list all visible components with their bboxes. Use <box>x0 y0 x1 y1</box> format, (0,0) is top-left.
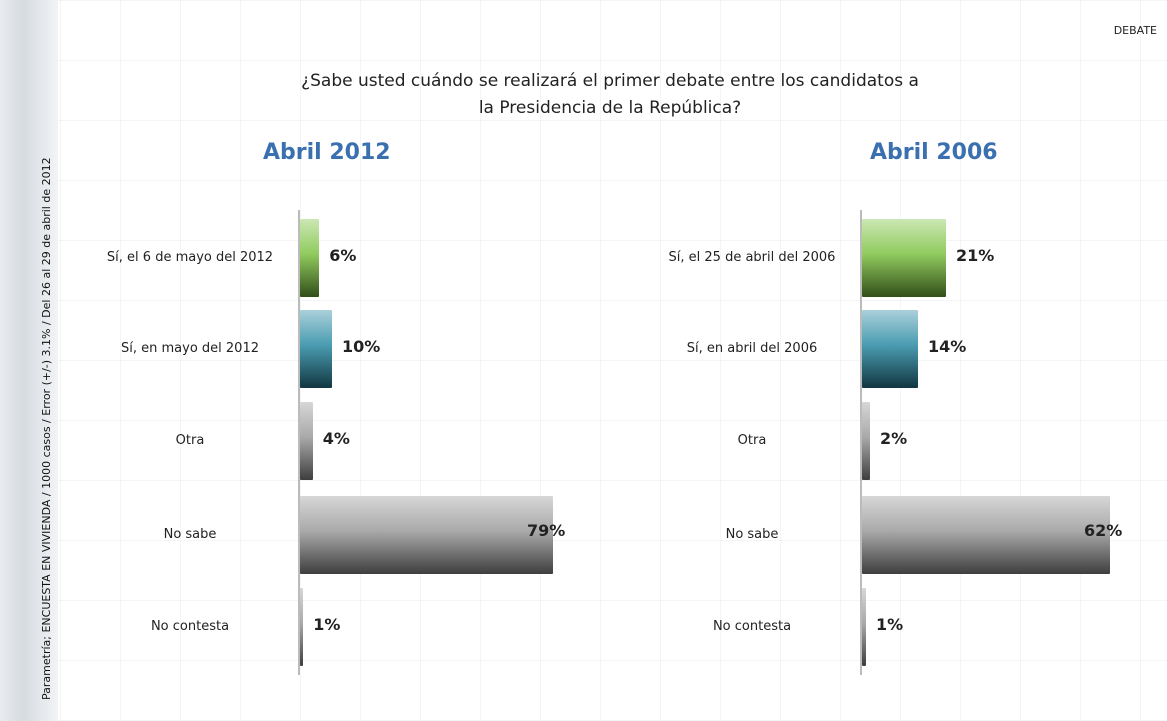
bar <box>862 219 946 297</box>
source-note: Parametría; ENCUESTA EN VIVIENDA / 1000 … <box>40 157 53 700</box>
value-label: 1% <box>313 615 341 634</box>
category-label: Sí, en abril del 2006 <box>686 341 818 356</box>
category-label: Sí, el 25 de abril del 2006 <box>668 250 836 265</box>
value-label: 14% <box>928 337 967 356</box>
value-label: 6% <box>329 246 357 265</box>
bar <box>300 496 553 574</box>
value-label: 4% <box>322 429 350 448</box>
slide-title: ¿Sabe usted cuándo se realizará el prime… <box>301 71 919 118</box>
bar <box>300 588 304 666</box>
chart-title: Abril 2012 <box>263 140 391 165</box>
value-label: 1% <box>876 615 904 634</box>
axis-line <box>860 210 862 675</box>
category-label: Sí, en mayo del 2012 <box>121 341 259 356</box>
category-label: Sí, el 6 de mayo del 2012 <box>106 250 274 265</box>
value-label: 62% <box>1084 521 1123 540</box>
bar <box>862 588 866 666</box>
section-tag: DEBATE <box>1113 24 1157 37</box>
category-label: No sabe <box>725 527 779 542</box>
category-label: Otra <box>175 433 205 448</box>
value-label: 10% <box>342 337 381 356</box>
value-label: 21% <box>956 246 995 265</box>
category-label: No contesta <box>150 619 230 634</box>
bar <box>300 402 313 480</box>
value-label: 79% <box>527 521 566 540</box>
axis-line <box>298 210 300 675</box>
category-label: Otra <box>737 433 767 448</box>
bar <box>862 496 1110 574</box>
bar <box>300 310 333 388</box>
value-label: 2% <box>880 429 908 448</box>
chart-title: Abril 2006 <box>870 140 998 165</box>
bar <box>862 310 918 388</box>
bar <box>862 402 870 480</box>
side-strip <box>0 0 58 721</box>
category-label: No contesta <box>712 619 792 634</box>
bar <box>300 219 320 297</box>
category-label: No sabe <box>163 527 217 542</box>
